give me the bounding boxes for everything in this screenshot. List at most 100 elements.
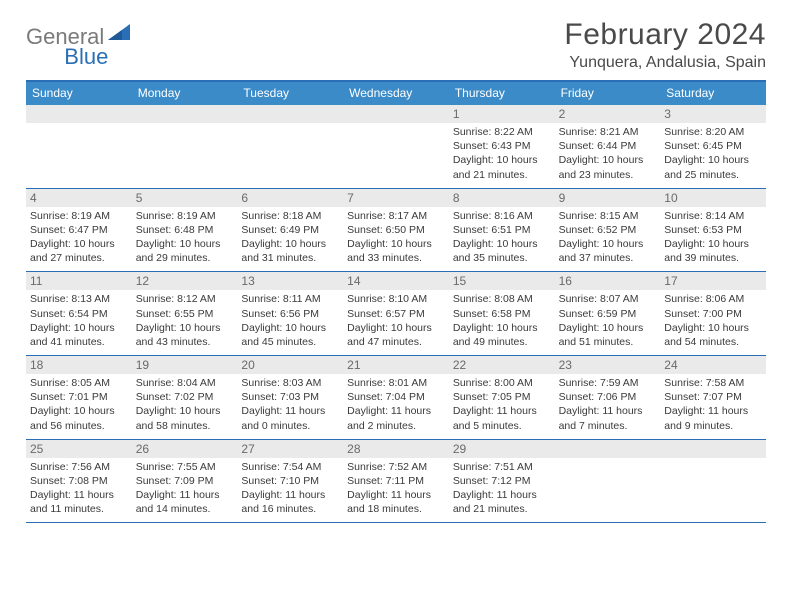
day-number: 10 [660,189,766,207]
sunset-text: Sunset: 7:00 PM [664,307,762,321]
day-cell: Sunrise: 7:55 AMSunset: 7:09 PMDaylight:… [132,458,238,523]
daylight-line2: and 29 minutes. [136,251,234,265]
daylight-line2: and 7 minutes. [559,419,657,433]
day-number-band: 45678910 [26,189,766,207]
daylight-line1: Daylight: 10 hours [241,237,339,251]
sunrise-text: Sunrise: 8:00 AM [453,376,551,390]
sunset-text: Sunset: 7:09 PM [136,474,234,488]
sunset-text: Sunset: 6:43 PM [453,139,551,153]
day-cell: Sunrise: 8:06 AMSunset: 7:00 PMDaylight:… [660,290,766,355]
day-number-band: 11121314151617 [26,272,766,290]
sunrise-text: Sunrise: 8:14 AM [664,209,762,223]
day-cell: Sunrise: 7:58 AMSunset: 7:07 PMDaylight:… [660,374,766,439]
logo-triangle-icon [108,24,130,45]
daylight-line1: Daylight: 10 hours [559,237,657,251]
day-number: 6 [237,189,343,207]
daylight-line1: Daylight: 10 hours [664,237,762,251]
daylight-line2: and 23 minutes. [559,168,657,182]
daylight-line1: Daylight: 11 hours [347,488,445,502]
sunrise-text: Sunrise: 7:56 AM [30,460,128,474]
sunrise-text: Sunrise: 8:19 AM [136,209,234,223]
day-number: 27 [237,440,343,458]
weekday-mon: Monday [132,82,238,105]
sunset-text: Sunset: 6:52 PM [559,223,657,237]
weekday-header-row: Sunday Monday Tuesday Wednesday Thursday… [26,82,766,105]
sunrise-text: Sunrise: 7:55 AM [136,460,234,474]
sunrise-text: Sunrise: 7:51 AM [453,460,551,474]
day-number: 20 [237,356,343,374]
sunset-text: Sunset: 7:12 PM [453,474,551,488]
sunrise-text: Sunrise: 7:59 AM [559,376,657,390]
week-row: Sunrise: 8:13 AMSunset: 6:54 PMDaylight:… [26,290,766,356]
weekday-sun: Sunday [26,82,132,105]
sunrise-text: Sunrise: 8:03 AM [241,376,339,390]
day-cell: Sunrise: 8:07 AMSunset: 6:59 PMDaylight:… [555,290,661,355]
day-number [132,105,238,123]
sunset-text: Sunset: 6:57 PM [347,307,445,321]
day-cell [132,123,238,188]
week-row: Sunrise: 8:05 AMSunset: 7:01 PMDaylight:… [26,374,766,440]
day-cell: Sunrise: 8:19 AMSunset: 6:48 PMDaylight:… [132,207,238,272]
day-cell [660,458,766,523]
sunrise-text: Sunrise: 8:04 AM [136,376,234,390]
sunset-text: Sunset: 7:05 PM [453,390,551,404]
day-number: 25 [26,440,132,458]
day-cell: Sunrise: 8:20 AMSunset: 6:45 PMDaylight:… [660,123,766,188]
daylight-line1: Daylight: 11 hours [241,404,339,418]
sunrise-text: Sunrise: 8:17 AM [347,209,445,223]
day-number: 19 [132,356,238,374]
sunrise-text: Sunrise: 8:10 AM [347,292,445,306]
weekday-thu: Thursday [449,82,555,105]
day-number: 9 [555,189,661,207]
daylight-line2: and 11 minutes. [30,502,128,516]
sunset-text: Sunset: 6:53 PM [664,223,762,237]
sunset-text: Sunset: 7:08 PM [30,474,128,488]
sunset-text: Sunset: 6:49 PM [241,223,339,237]
day-number-band: 123 [26,105,766,123]
sunset-text: Sunset: 7:03 PM [241,390,339,404]
sunrise-text: Sunrise: 8:07 AM [559,292,657,306]
day-number: 18 [26,356,132,374]
sunrise-text: Sunrise: 7:52 AM [347,460,445,474]
day-cell: Sunrise: 7:59 AMSunset: 7:06 PMDaylight:… [555,374,661,439]
day-cell: Sunrise: 8:01 AMSunset: 7:04 PMDaylight:… [343,374,449,439]
daylight-line1: Daylight: 10 hours [559,321,657,335]
day-number: 21 [343,356,449,374]
sunrise-text: Sunrise: 8:19 AM [30,209,128,223]
day-number [237,105,343,123]
day-number [555,440,661,458]
week-row: Sunrise: 7:56 AMSunset: 7:08 PM Daylight:… [26,458,766,524]
daylight-line2: and 21 minutes. [453,502,551,516]
day-number: 14 [343,272,449,290]
day-number-band: 18192021222324 [26,356,766,374]
calendar-body: 123Sunrise: 8:22 AMSunset: 6:43 PMDaylig… [26,105,766,523]
day-number: 2 [555,105,661,123]
daylight-line2: and 35 minutes. [453,251,551,265]
day-cell: Sunrise: 7:51 AMSunset: 7:12 PMDaylight:… [449,458,555,523]
weekday-sat: Saturday [660,82,766,105]
sunrise-text: Sunrise: 8:13 AM [30,292,128,306]
daylight-line2: and 51 minutes. [559,335,657,349]
daylight-line1: Daylight: 10 hours [30,321,128,335]
day-number: 3 [660,105,766,123]
daylight-line1: Daylight: 11 hours [241,488,339,502]
sunset-text: Sunset: 6:59 PM [559,307,657,321]
sunset-text: Sunset: 6:58 PM [453,307,551,321]
daylight-line1: Daylight: 11 hours [664,404,762,418]
daylight-line1: Daylight: 10 hours [453,321,551,335]
sunrise-text: Sunrise: 7:54 AM [241,460,339,474]
week-row: Sunrise: 8:19 AMSunset: 6:47 PMDaylight:… [26,207,766,273]
weekday-fri: Friday [555,82,661,105]
daylight-line2: and 58 minutes. [136,419,234,433]
day-cell: Sunrise: 8:00 AMSunset: 7:05 PMDaylight:… [449,374,555,439]
daylight-line2: and 14 minutes. [136,502,234,516]
daylight-line1: Daylight: 11 hours [559,404,657,418]
day-number: 24 [660,356,766,374]
weekday-tue: Tuesday [237,82,343,105]
logo-text-2: Blue [64,44,108,70]
daylight-line1: Daylight: 10 hours [664,321,762,335]
day-cell [26,123,132,188]
day-number: 12 [132,272,238,290]
daylight-line2: and 18 minutes. [347,502,445,516]
calendar: Sunday Monday Tuesday Wednesday Thursday… [26,80,766,523]
